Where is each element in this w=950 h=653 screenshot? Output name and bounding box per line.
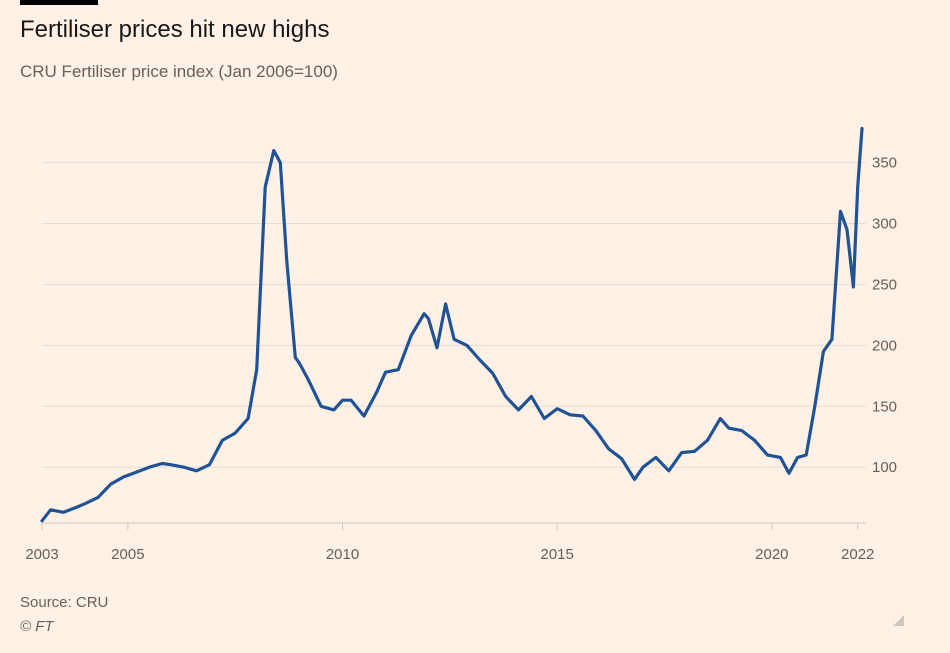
y-tick-label-200: 200 xyxy=(872,337,897,354)
x-tick-label-2020: 2020 xyxy=(755,546,788,563)
resize-handle-icon[interactable] xyxy=(893,615,904,626)
source-note: Source: CRU xyxy=(20,594,109,611)
chart-subtitle: CRU Fertiliser price index (Jan 2006=100… xyxy=(20,62,338,81)
x-axis xyxy=(41,522,866,530)
y-tick-label-300: 300 xyxy=(872,216,897,233)
series-layer xyxy=(40,126,864,523)
copyright-note: © FT xyxy=(20,618,54,635)
y-tick-label-100: 100 xyxy=(872,459,897,476)
x-tick-label-2003: 2003 xyxy=(25,546,58,563)
y-axis: 100 150 200 250 300 350 xyxy=(872,155,897,477)
x-tick-labels: 2003 2005 2010 2015 2020 2022 xyxy=(25,546,874,563)
x-tick-label-2005: 2005 xyxy=(111,546,144,563)
chart-title: Fertiliser prices hit new highs xyxy=(20,16,330,43)
y-tick-label-350: 350 xyxy=(872,155,897,172)
gridlines xyxy=(42,162,866,468)
x-tick-label-2022: 2022 xyxy=(841,546,874,563)
x-tick-label-2010: 2010 xyxy=(326,546,359,563)
series-line-0 xyxy=(40,126,864,523)
y-tick-label-250: 250 xyxy=(872,276,897,293)
y-tick-label-150: 150 xyxy=(872,398,897,415)
ft-brand-bar xyxy=(20,0,98,5)
x-tick-label-2015: 2015 xyxy=(540,546,573,563)
